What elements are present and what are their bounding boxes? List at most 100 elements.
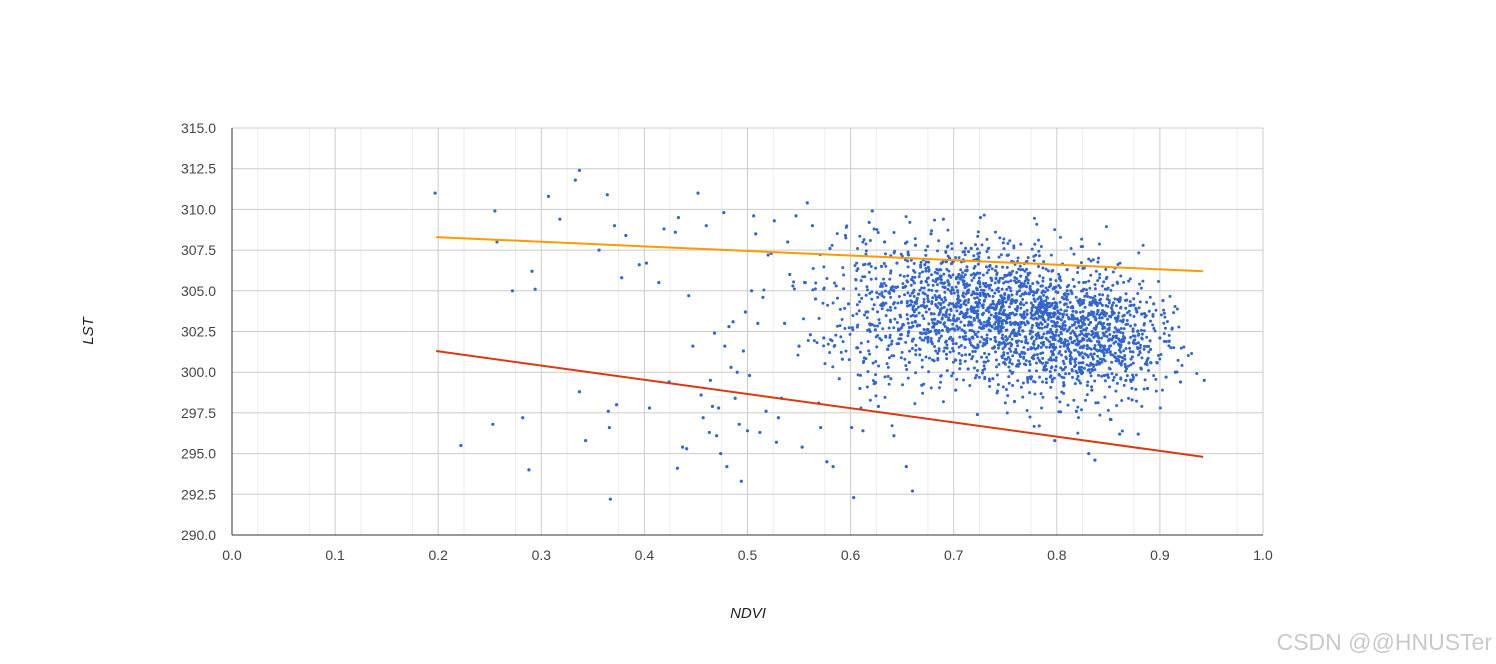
data-point: [881, 327, 885, 331]
data-point: [1087, 452, 1091, 456]
data-point: [941, 260, 945, 264]
data-point: [1001, 241, 1005, 245]
data-point: [1014, 312, 1018, 316]
data-point: [933, 344, 937, 348]
data-point: [865, 385, 869, 389]
data-point: [1076, 270, 1080, 274]
data-point: [993, 336, 997, 340]
data-point: [701, 416, 705, 420]
data-point: [1096, 349, 1100, 353]
data-point: [1048, 345, 1052, 349]
data-point: [953, 358, 957, 362]
data-point: [923, 263, 927, 267]
data-point: [1124, 369, 1128, 373]
y-tick-label: 312.5: [181, 161, 216, 177]
data-point: [774, 440, 778, 444]
data-point: [1110, 303, 1114, 307]
data-point: [831, 365, 835, 369]
data-point: [1085, 393, 1089, 397]
data-point: [1090, 329, 1094, 333]
data-point: [1034, 311, 1038, 315]
data-point: [1127, 309, 1131, 313]
data-point: [926, 244, 930, 248]
data-point: [1093, 368, 1097, 372]
data-point: [1009, 349, 1013, 353]
data-point: [712, 331, 717, 335]
data-point: [964, 334, 968, 338]
data-point: [952, 349, 956, 353]
data-point: [906, 317, 910, 321]
data-point: [1071, 278, 1075, 282]
data-point: [1061, 312, 1065, 316]
data-point: [978, 280, 982, 284]
data-point: [917, 347, 921, 351]
data-point: [1157, 279, 1161, 283]
data-point: [1079, 381, 1083, 385]
data-point: [1158, 406, 1162, 410]
data-point: [1081, 309, 1085, 313]
data-point: [783, 321, 787, 325]
data-point: [964, 246, 968, 250]
data-point: [839, 350, 843, 354]
data-point: [1118, 330, 1122, 334]
data-point: [999, 253, 1003, 257]
data-point: [1066, 403, 1070, 407]
data-point: [1120, 356, 1124, 360]
data-point: [1147, 350, 1151, 354]
data-point: [1001, 265, 1005, 269]
data-point: [1085, 363, 1089, 367]
data-point: [973, 333, 977, 337]
data-point: [1081, 337, 1085, 341]
data-point: [965, 308, 969, 312]
data-point: [987, 286, 991, 290]
data-point: [1008, 334, 1012, 338]
data-point: [993, 281, 997, 285]
data-point: [944, 298, 948, 302]
data-point: [936, 249, 940, 253]
data-point: [1162, 321, 1166, 325]
data-point: [1049, 343, 1053, 347]
data-point: [1085, 291, 1089, 295]
data-point: [985, 355, 989, 359]
data-point: [1102, 332, 1106, 336]
y-tick-label: 300.0: [181, 364, 216, 380]
data-point: [988, 384, 992, 388]
data-point: [1002, 296, 1006, 300]
y-tick-label: 295.0: [181, 446, 216, 462]
data-point: [914, 343, 918, 347]
data-point: [980, 371, 984, 375]
data-point: [1093, 318, 1097, 322]
data-point: [1138, 282, 1142, 286]
data-point: [1049, 356, 1053, 360]
data-point: [908, 349, 912, 353]
data-point: [1182, 345, 1186, 349]
data-point: [1119, 274, 1123, 278]
data-point: [1049, 374, 1053, 378]
data-point: [997, 311, 1001, 315]
data-point: [1004, 280, 1008, 284]
data-point: [1131, 373, 1135, 377]
data-point: [986, 292, 990, 296]
data-point: [947, 303, 951, 307]
data-point: [863, 313, 867, 317]
data-point: [997, 343, 1001, 347]
data-point: [981, 344, 985, 348]
data-point: [970, 323, 974, 327]
data-point: [1041, 315, 1045, 319]
data-point: [914, 371, 918, 375]
data-point: [1049, 358, 1053, 362]
data-point: [922, 300, 926, 304]
data-point: [1048, 370, 1052, 374]
data-point: [1071, 317, 1075, 321]
data-point: [854, 277, 858, 281]
data-point: [1143, 378, 1147, 382]
data-point: [1104, 267, 1108, 271]
data-point: [929, 339, 933, 343]
x-tick-label: 0.0: [222, 547, 242, 563]
data-point: [1028, 332, 1032, 336]
data-point: [1105, 311, 1109, 315]
data-point: [963, 324, 967, 328]
data-point: [1141, 243, 1145, 247]
data-point: [822, 287, 826, 291]
data-point: [978, 294, 982, 298]
